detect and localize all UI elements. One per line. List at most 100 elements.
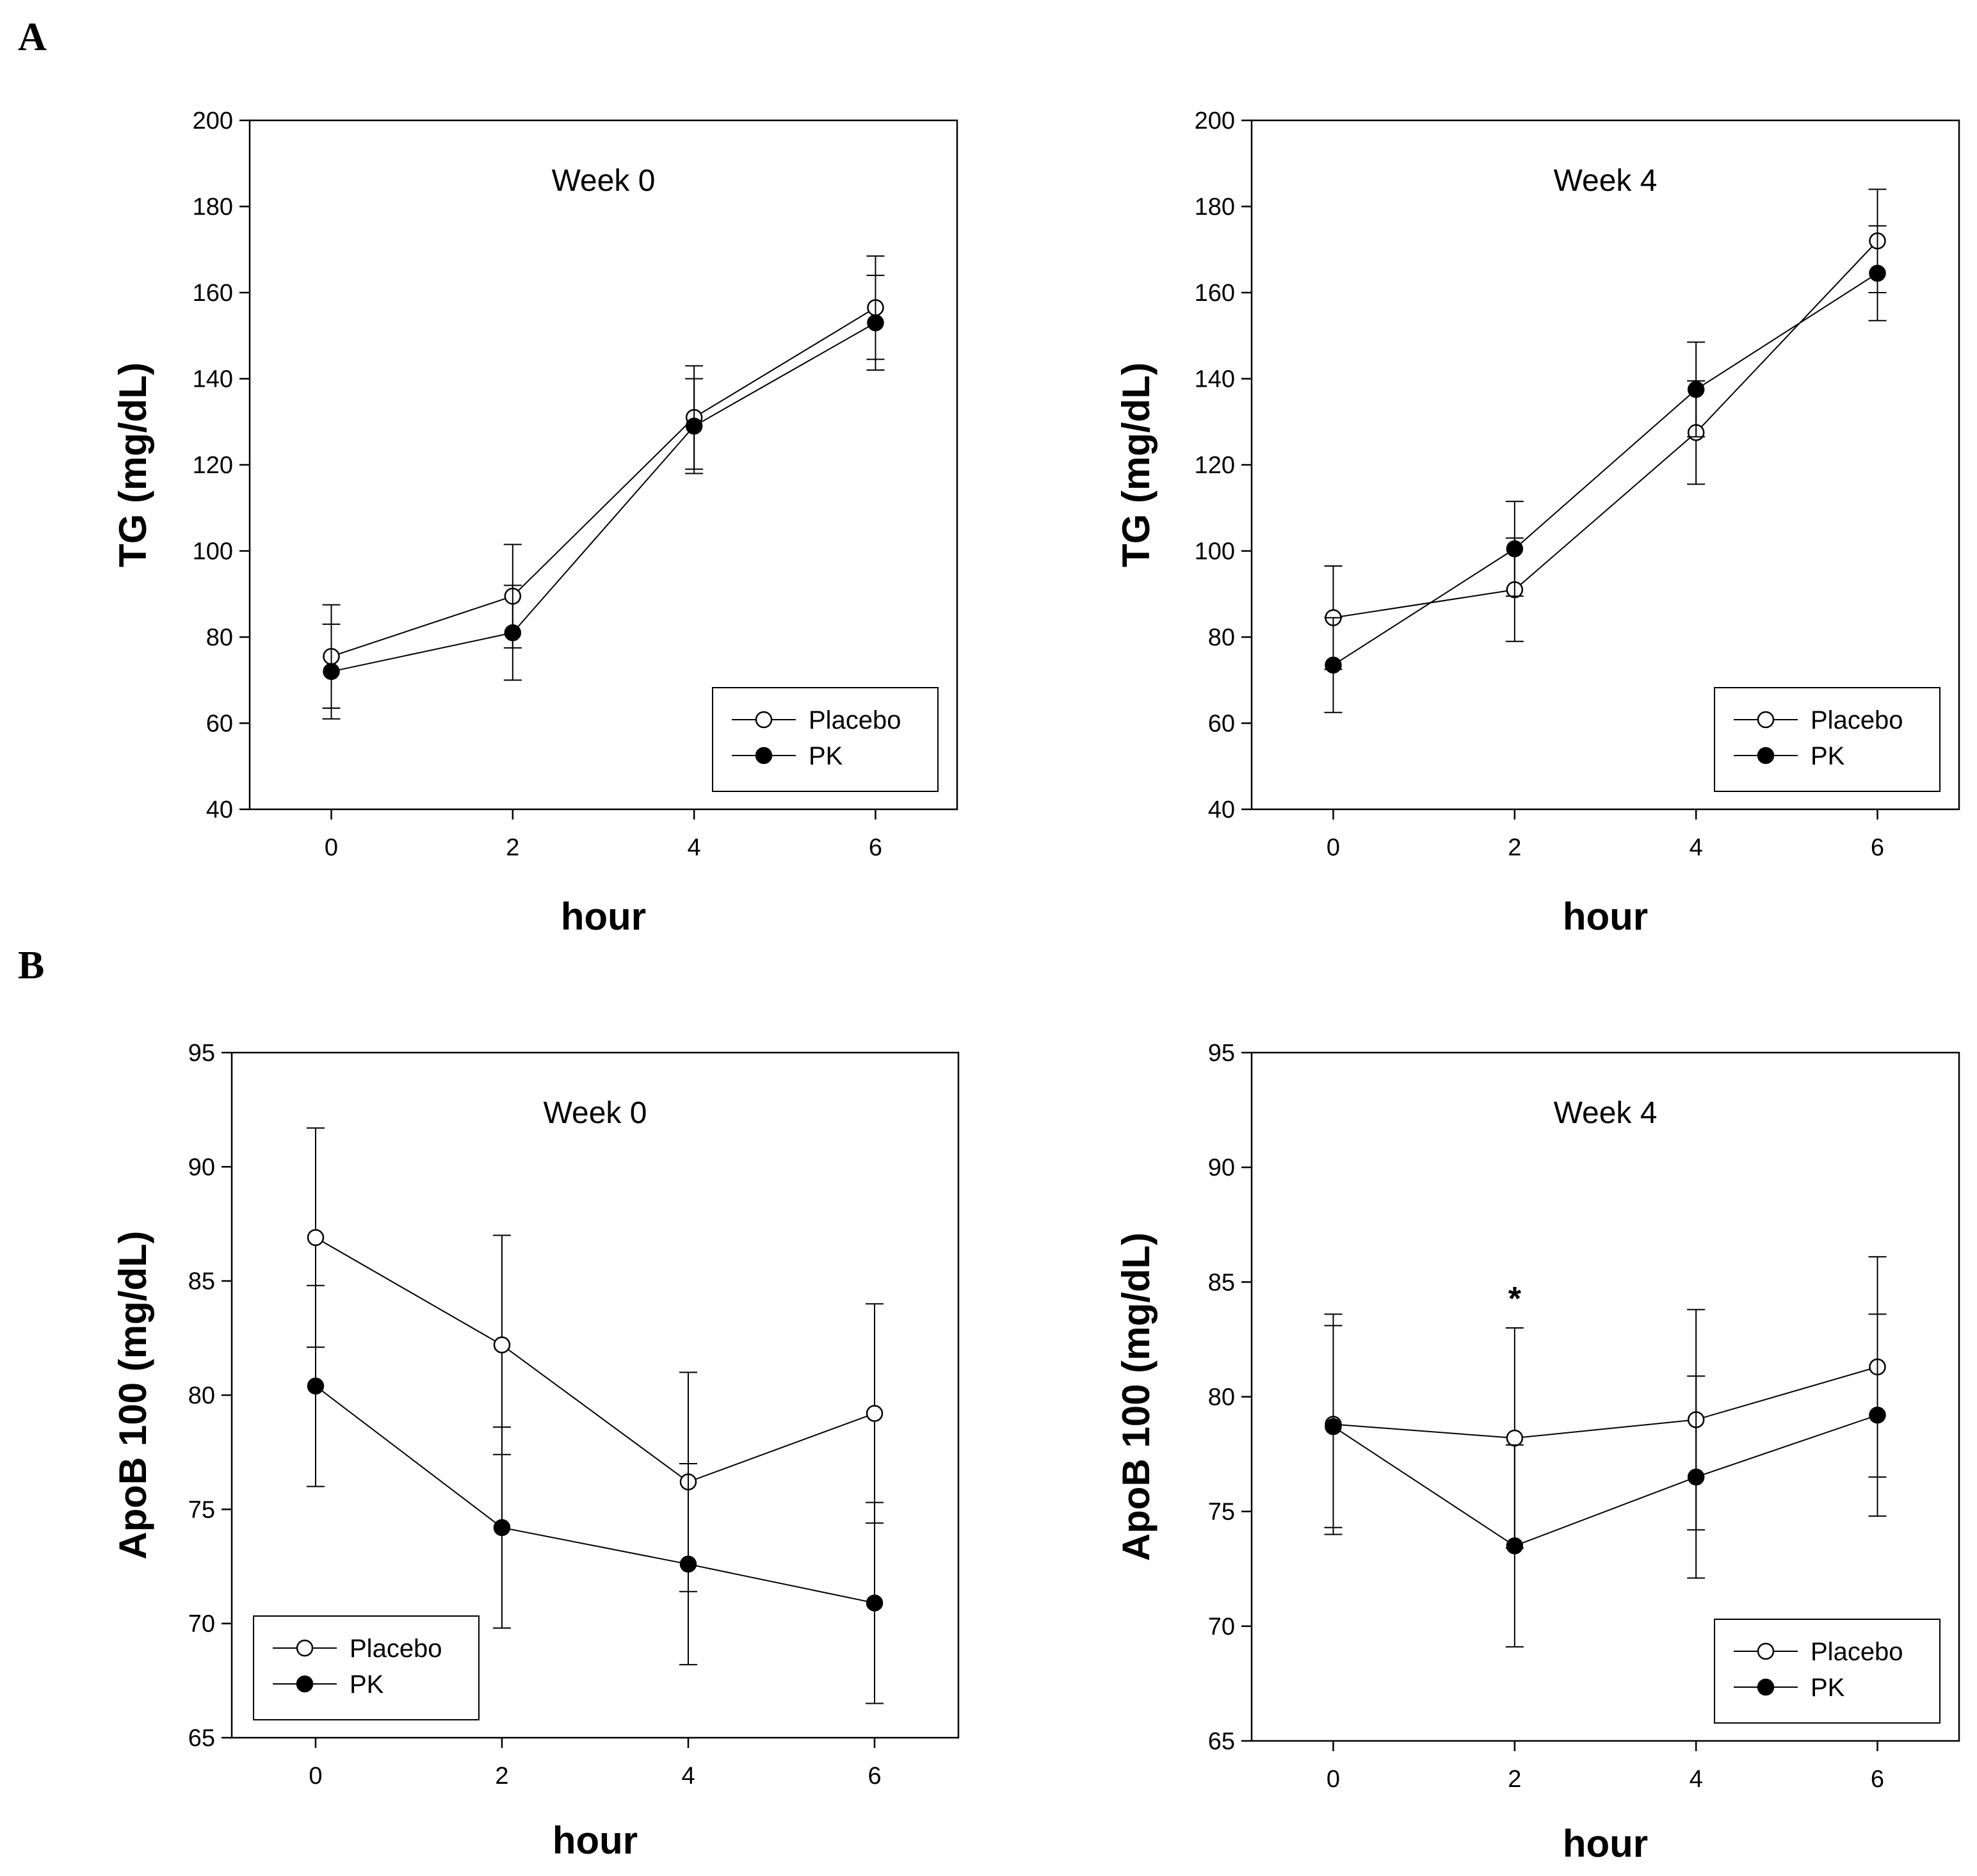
legend-marker	[755, 747, 773, 764]
y-tick-label: 140	[193, 366, 233, 393]
data-point	[1687, 381, 1705, 398]
x-axis-label: hour	[561, 895, 646, 938]
chart-title: Week 0	[552, 164, 656, 198]
legend-marker	[755, 711, 773, 729]
x-axis-label: hour	[1563, 895, 1648, 938]
x-tick-label: 6	[867, 1763, 881, 1790]
data-point	[1506, 540, 1524, 558]
legend-label: PK	[809, 742, 843, 770]
x-tick-label: 4	[1690, 834, 1703, 861]
legend: Placebo PK	[1714, 687, 1941, 792]
data-point	[866, 1594, 884, 1612]
y-tick-label: 200	[1195, 108, 1235, 134]
legend: Placebo PK	[1714, 1619, 1941, 1724]
series-placebo	[1324, 1256, 1887, 1549]
y-tick-label: 75	[1208, 1499, 1235, 1526]
y-tick-label: 85	[1208, 1269, 1235, 1296]
y-tick-label: 100	[1195, 538, 1235, 565]
series-line	[315, 1385, 875, 1604]
series-line	[1333, 1366, 1878, 1439]
y-tick-label: 80	[188, 1382, 215, 1409]
legend-label: Placebo	[809, 706, 901, 734]
legend-marker	[1757, 747, 1775, 764]
y-tick-label: 160	[1195, 280, 1235, 307]
chart-2: 40 60 80 100 120 140 160 180 200 0 2 4 6 hour TG (mg/d…	[1115, 108, 1960, 938]
data-point	[867, 314, 884, 332]
y-axis-label: TG (mg/dL)	[1115, 362, 1158, 567]
data-point	[1325, 1418, 1342, 1435]
legend-label: PK	[350, 1670, 384, 1699]
data-point	[1506, 1537, 1524, 1555]
legend-label: Placebo	[1811, 1638, 1903, 1666]
y-tick-label: 65	[1208, 1728, 1235, 1755]
series-pk	[1324, 225, 1887, 713]
series-line	[1332, 272, 1878, 666]
chart-title: Week 4	[1554, 1096, 1658, 1130]
legend-label: PK	[1811, 742, 1845, 770]
panel-letter-a: A	[18, 15, 47, 59]
y-tick-label: 60	[1208, 711, 1235, 738]
series-pk	[306, 1284, 884, 1704]
x-tick-label: 4	[688, 834, 701, 861]
x-tick-label: 6	[1871, 834, 1884, 861]
legend-marker	[1757, 711, 1775, 729]
y-tick-label: 80	[1208, 624, 1235, 651]
chart-title: Week 0	[544, 1096, 647, 1130]
data-point	[1325, 656, 1342, 674]
y-tick-label: 40	[206, 796, 233, 823]
legend-marker	[296, 1639, 314, 1657]
legend-marker	[1757, 1678, 1775, 1696]
data-point	[866, 1405, 884, 1422]
y-tick-label: 75	[188, 1496, 215, 1523]
x-tick-label: 0	[309, 1763, 322, 1790]
y-tick-label: 95	[1208, 1040, 1235, 1067]
series-line	[315, 1237, 875, 1483]
legend: Placebo PK	[253, 1615, 480, 1720]
data-point	[1687, 1468, 1705, 1486]
series-placebo	[306, 1127, 884, 1592]
y-tick-label: 40	[1208, 796, 1235, 823]
x-tick-label: 2	[495, 1763, 508, 1790]
x-tick-label: 0	[1327, 834, 1340, 861]
chart-4: 65 70 75 80 85 90 95 0 2 4 6 hour ApoB 100 (mg/dL) We…	[1115, 1040, 1960, 1865]
y-tick-label: 180	[1195, 194, 1235, 221]
y-tick-label: 80	[1208, 1384, 1235, 1411]
chart-3: 65 70 75 80 85 90 95 0 2 4 6 hour ApoB 100 (mg/dL) We…	[111, 1040, 960, 1862]
y-tick-label: 65	[188, 1725, 215, 1752]
series-line	[331, 307, 876, 658]
y-tick-label: 180	[193, 194, 233, 221]
series-line	[1333, 240, 1878, 619]
legend: Placebo PK	[712, 687, 939, 792]
legend-marker	[1757, 1642, 1775, 1660]
x-axis-label: hour	[553, 1819, 638, 1862]
series-line	[331, 322, 876, 672]
legend-label: Placebo	[350, 1635, 442, 1663]
x-tick-label: 4	[1690, 1766, 1703, 1793]
legend-label: PK	[1811, 1674, 1845, 1702]
data-point	[307, 1229, 325, 1247]
significance-marker: *	[1508, 1281, 1522, 1318]
x-tick-label: 2	[506, 834, 519, 861]
data-point	[679, 1555, 697, 1573]
y-tick-label: 90	[1208, 1154, 1235, 1181]
series-pk	[322, 275, 885, 720]
y-tick-label: 80	[206, 624, 233, 651]
x-tick-label: 4	[681, 1763, 695, 1790]
data-point	[323, 663, 340, 681]
x-tick-label: 2	[1508, 834, 1521, 861]
data-point	[493, 1519, 511, 1537]
data-point	[1869, 1406, 1886, 1424]
x-tick-label: 6	[1871, 1766, 1884, 1793]
legend-box	[712, 687, 939, 792]
y-tick-label: 60	[206, 711, 233, 738]
data-point	[1869, 264, 1886, 282]
series-placebo	[1324, 188, 1887, 670]
y-axis-label: ApoB 100 (mg/dL)	[1115, 1233, 1158, 1561]
x-tick-label: 6	[869, 834, 882, 861]
data-point	[307, 1377, 325, 1395]
y-tick-label: 85	[188, 1268, 215, 1295]
chart-1: 40 60 80 100 120 140 160 180 200 0 2 4 6 hour TG (mg/d…	[111, 108, 958, 938]
y-tick-label: 100	[193, 538, 233, 565]
